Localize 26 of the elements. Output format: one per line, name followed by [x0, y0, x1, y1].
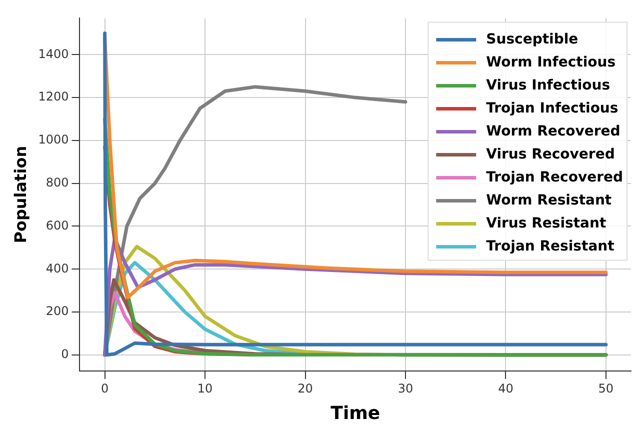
y-tick-label: 800: [46, 175, 69, 190]
legend-label: Worm Infectious: [486, 54, 616, 70]
x-tick-label: 40: [498, 381, 514, 396]
legend-label: Worm Resistant: [486, 192, 612, 208]
y-tick-label: 200: [46, 304, 69, 318]
x-tick-label: 20: [298, 381, 313, 396]
y-axis-title: Population: [10, 146, 30, 244]
x-tick-label: 50: [598, 381, 614, 396]
legend-label: Virus Resistant: [486, 215, 606, 232]
y-tick-label: 1200: [38, 90, 69, 104]
legend-label: Trojan Resistant: [486, 238, 615, 254]
x-tick-label: 30: [398, 381, 414, 396]
legend-label: Trojan Infectious: [486, 100, 618, 116]
x-tick-label: 10: [197, 381, 213, 396]
y-tick-label: 1400: [38, 46, 69, 61]
y-tick-label: 600: [46, 218, 69, 232]
x-tick-label: 0: [100, 381, 109, 396]
y-tick-label: 1000: [38, 132, 69, 147]
legend-label: Susceptible: [486, 31, 578, 48]
legend-label: Virus Recovered: [486, 146, 615, 162]
legend-label: Trojan Recovered: [486, 169, 624, 186]
y-tick-label: 400: [46, 261, 69, 276]
legend-label: Virus Infectious: [486, 77, 610, 94]
x-axis-title: Time: [330, 402, 380, 424]
legend-label: Worm Recovered: [486, 123, 620, 140]
y-tick-label: 0: [61, 347, 69, 362]
